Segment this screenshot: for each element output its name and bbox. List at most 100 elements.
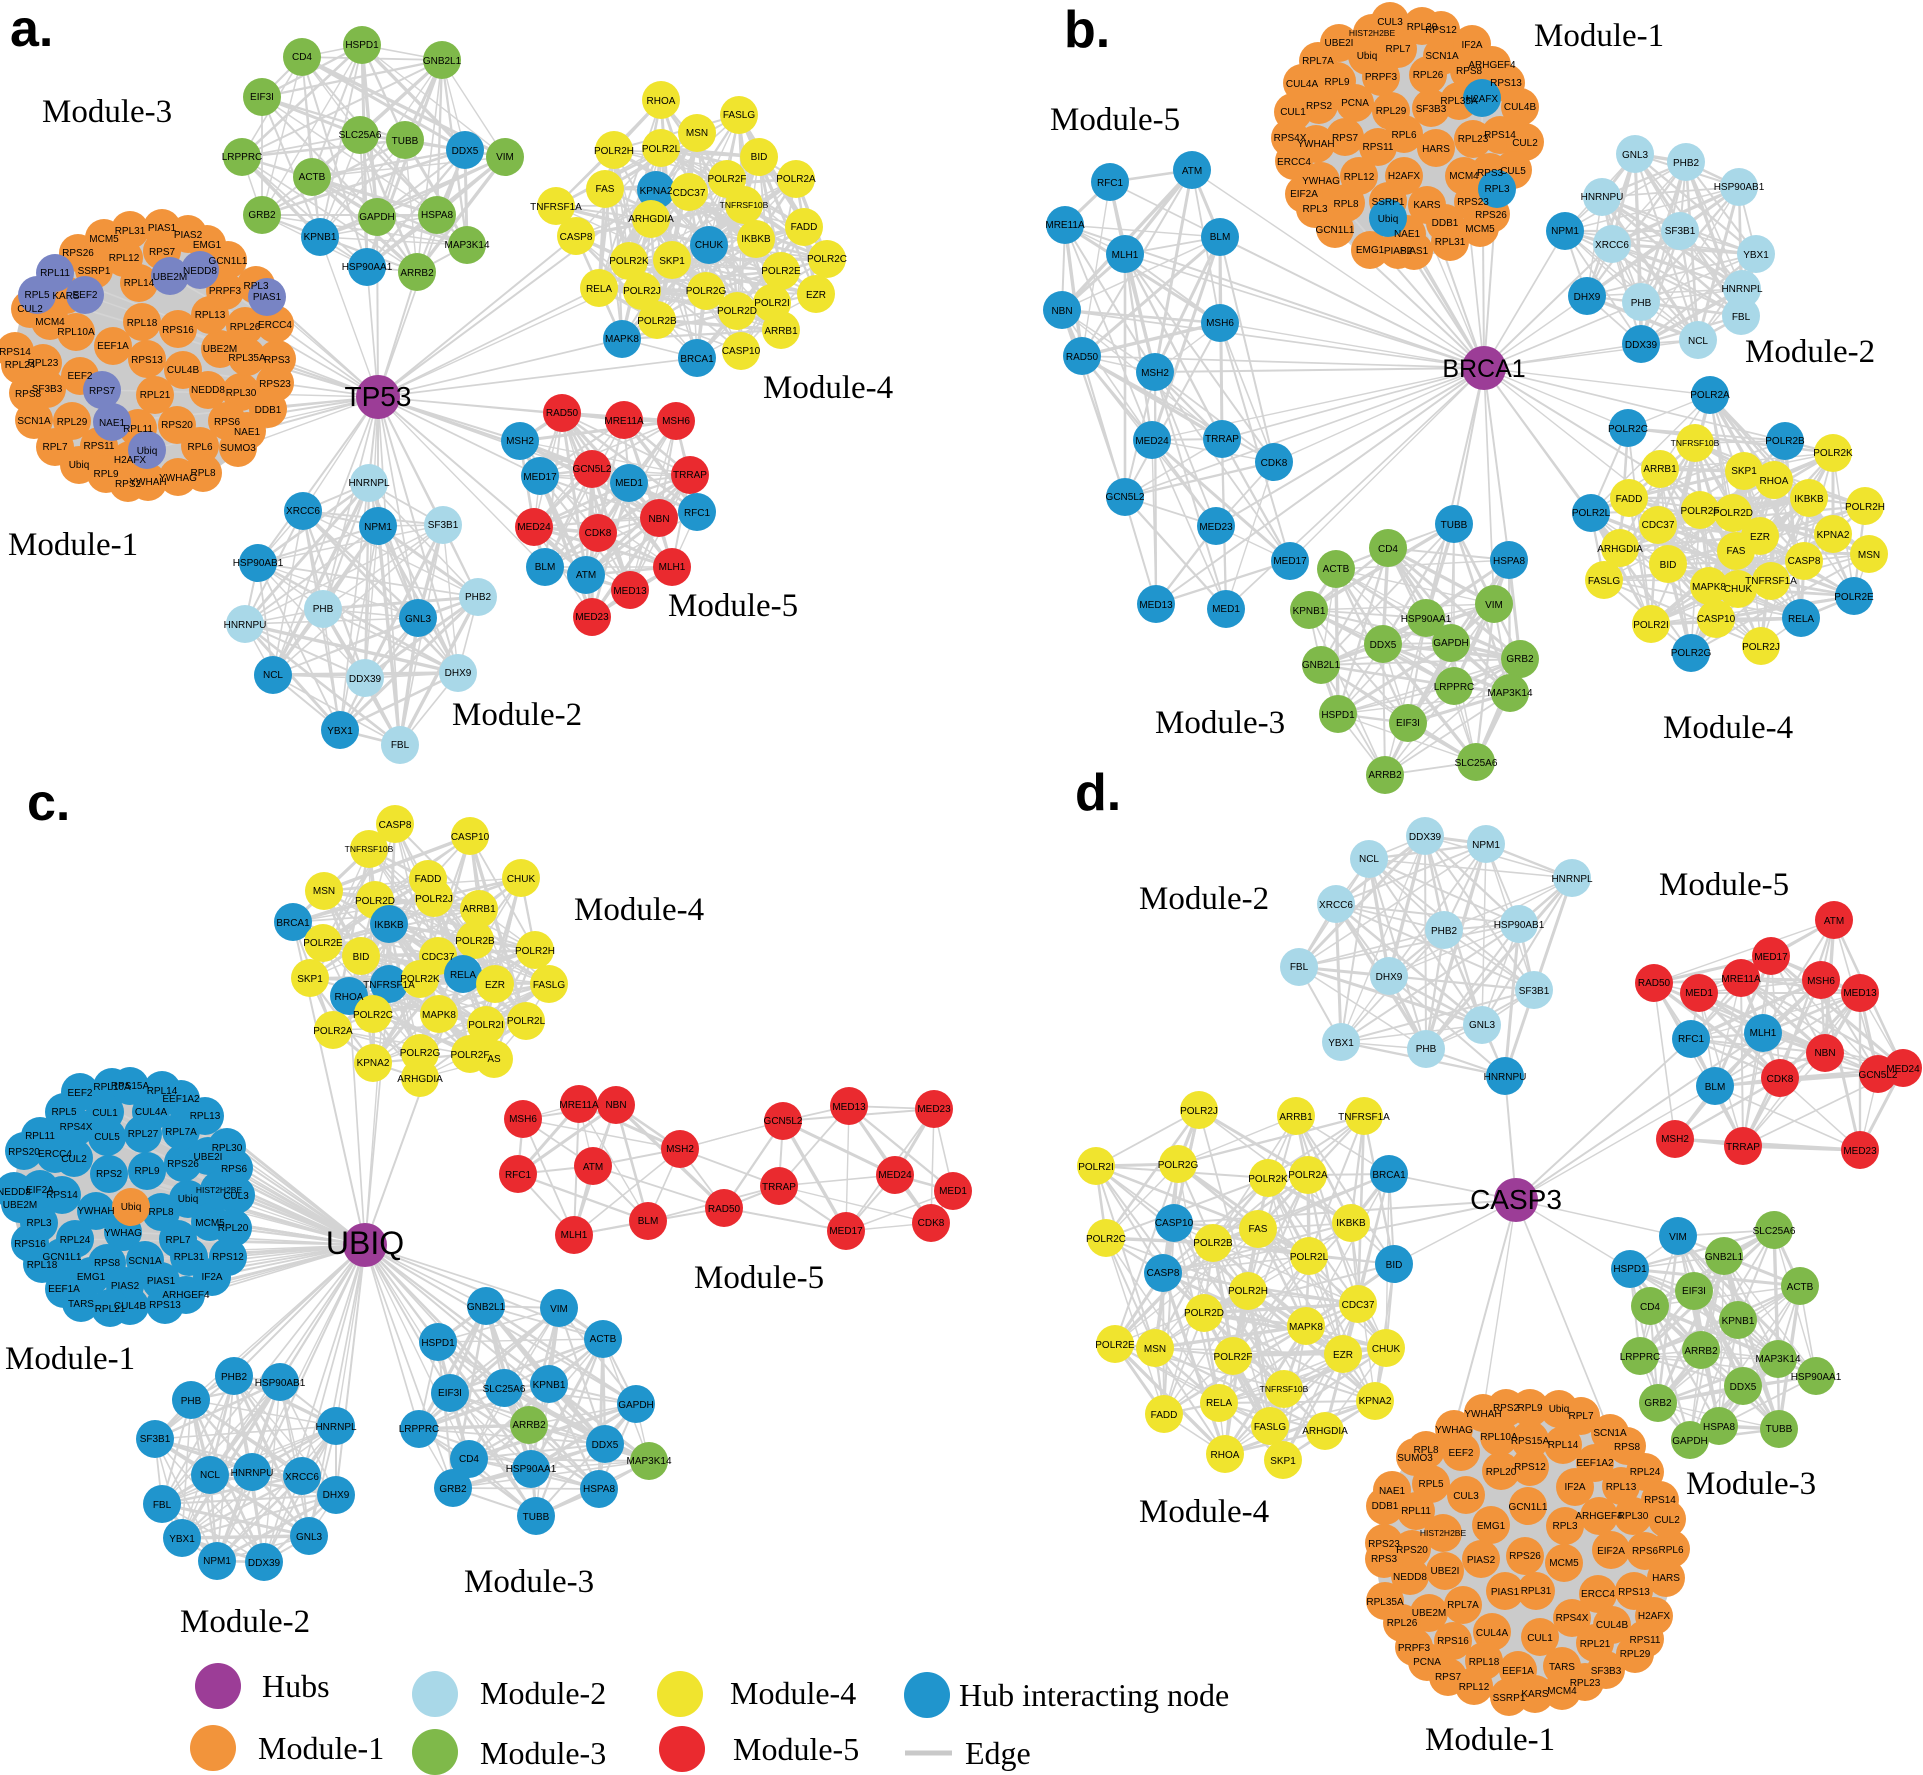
- svg-text:DHX9: DHX9: [1574, 292, 1601, 303]
- svg-text:TRRAP: TRRAP: [762, 1182, 796, 1193]
- svg-text:RPL31: RPL31: [1435, 237, 1466, 248]
- svg-text:a.: a.: [10, 0, 53, 58]
- svg-text:FADD: FADD: [1616, 494, 1643, 505]
- svg-text:POLR2L: POLR2L: [1290, 1252, 1329, 1263]
- svg-text:CUL2: CUL2: [1654, 1515, 1680, 1526]
- svg-text:BLM: BLM: [638, 1216, 659, 1227]
- svg-text:CUL4A: CUL4A: [1476, 1628, 1509, 1639]
- svg-text:SF3B1: SF3B1: [140, 1434, 171, 1445]
- svg-text:POLR2H: POLR2H: [1845, 502, 1885, 513]
- svg-text:CUL4B: CUL4B: [114, 1301, 147, 1312]
- svg-text:YWHAG: YWHAG: [104, 1228, 142, 1239]
- svg-text:RPL12: RPL12: [1459, 1682, 1490, 1693]
- svg-text:HIST2H2BE: HIST2H2BE: [196, 1185, 243, 1195]
- svg-text:Edge: Edge: [965, 1735, 1031, 1771]
- svg-text:RPL14: RPL14: [124, 278, 155, 289]
- svg-text:IKBKB: IKBKB: [741, 234, 771, 245]
- svg-text:NBN: NBN: [605, 1100, 626, 1111]
- svg-text:PIAS2: PIAS2: [1384, 246, 1413, 257]
- svg-text:KARS: KARS: [1521, 1689, 1549, 1700]
- svg-text:SUMO3: SUMO3: [1397, 1453, 1433, 1464]
- svg-text:SCN1A: SCN1A: [128, 1256, 162, 1267]
- svg-text:RPL24: RPL24: [1630, 1467, 1661, 1478]
- svg-text:RPS23: RPS23: [259, 379, 291, 390]
- svg-text:PHB2: PHB2: [1673, 158, 1700, 169]
- svg-text:MED23: MED23: [1843, 1146, 1877, 1157]
- svg-text:PIAS2: PIAS2: [1467, 1555, 1496, 1566]
- svg-text:POLR2C: POLR2C: [1086, 1234, 1126, 1245]
- svg-text:Module-3: Module-3: [1686, 1466, 1816, 1502]
- svg-text:PHB: PHB: [1416, 1044, 1437, 1055]
- svg-text:POLR2A: POLR2A: [313, 1026, 353, 1037]
- svg-text:MSH2: MSH2: [1661, 1134, 1689, 1145]
- svg-text:SF3B3: SF3B3: [1416, 104, 1447, 115]
- svg-text:d.: d.: [1075, 764, 1121, 822]
- svg-text:POLR2E: POLR2E: [1834, 592, 1874, 603]
- svg-text:Module-5: Module-5: [1659, 867, 1789, 903]
- svg-text:RPS16: RPS16: [162, 325, 194, 336]
- svg-text:RELA: RELA: [586, 284, 612, 295]
- svg-text:SF3B1: SF3B1: [1519, 986, 1550, 997]
- svg-text:YWHAG: YWHAG: [1302, 176, 1340, 187]
- svg-text:POLR2G: POLR2G: [1671, 648, 1712, 659]
- svg-text:CD4: CD4: [1378, 544, 1398, 555]
- svg-text:DDX39: DDX39: [248, 1558, 281, 1569]
- svg-text:ARRB1: ARRB1: [1643, 464, 1677, 475]
- svg-text:RPL14: RPL14: [147, 1086, 178, 1097]
- svg-text:CDC37: CDC37: [422, 952, 455, 963]
- svg-text:NPM1: NPM1: [1551, 226, 1579, 237]
- svg-text:FBL: FBL: [153, 1500, 172, 1511]
- svg-text:YWHAH: YWHAH: [129, 477, 166, 488]
- svg-text:MRE11A: MRE11A: [1721, 974, 1761, 985]
- svg-text:ERCC4: ERCC4: [1277, 157, 1311, 168]
- svg-text:NBN: NBN: [1814, 1048, 1835, 1059]
- svg-text:RPL35A: RPL35A: [1366, 1597, 1404, 1608]
- svg-text:RPL10A: RPL10A: [93, 1082, 131, 1093]
- svg-text:POLR2G: POLR2G: [400, 1048, 441, 1059]
- svg-text:NCL: NCL: [1359, 854, 1379, 865]
- svg-text:HSPA8: HSPA8: [421, 210, 453, 221]
- svg-text:MSN: MSN: [686, 128, 708, 139]
- svg-text:GCN1L1: GCN1L1: [1316, 225, 1355, 236]
- svg-text:RPL29: RPL29: [1620, 1649, 1651, 1660]
- svg-text:TARS: TARS: [68, 1299, 94, 1310]
- svg-text:CASP8: CASP8: [560, 232, 593, 243]
- svg-text:ERCC4: ERCC4: [1581, 1589, 1615, 1600]
- svg-text:EEF1A: EEF1A: [1502, 1666, 1534, 1677]
- svg-text:RPL11: RPL11: [40, 268, 70, 279]
- svg-text:POLR2J: POLR2J: [415, 894, 453, 905]
- svg-text:RPS3: RPS3: [1477, 168, 1504, 179]
- svg-text:POLR2H: POLR2H: [515, 946, 555, 957]
- svg-text:Module-2: Module-2: [452, 697, 582, 733]
- svg-text:NEDD8: NEDD8: [183, 266, 217, 277]
- svg-text:IF2A: IF2A: [201, 1272, 222, 1283]
- svg-text:RPL35A: RPL35A: [228, 353, 266, 364]
- svg-text:HIST2H2BE: HIST2H2BE: [1349, 28, 1396, 38]
- svg-text:POLR2A: POLR2A: [776, 174, 816, 185]
- svg-text:RPL9: RPL9: [134, 1166, 159, 1177]
- svg-text:CD4: CD4: [1640, 1302, 1660, 1313]
- svg-text:GCN1L1: GCN1L1: [1509, 1502, 1548, 1513]
- svg-text:RPS2: RPS2: [1306, 101, 1333, 112]
- svg-text:POLR2I: POLR2I: [1078, 1162, 1114, 1173]
- svg-text:Module-1: Module-1: [1534, 18, 1664, 54]
- svg-text:RFC1: RFC1: [1678, 1034, 1705, 1045]
- svg-text:RPL3: RPL3: [1552, 1521, 1577, 1532]
- svg-text:RPS23: RPS23: [1457, 197, 1489, 208]
- svg-text:RPL30: RPL30: [1618, 1511, 1649, 1522]
- svg-text:TNFRSF10B: TNFRSF10B: [1260, 1384, 1309, 1394]
- svg-text:POLR2E: POLR2E: [303, 938, 343, 949]
- svg-text:LRPPRC: LRPPRC: [1620, 1352, 1661, 1363]
- svg-text:LRPPRC: LRPPRC: [1434, 682, 1475, 693]
- svg-text:RPS6: RPS6: [221, 1164, 248, 1175]
- svg-text:POLR2D: POLR2D: [355, 896, 395, 907]
- svg-text:CUL3: CUL3: [223, 1191, 249, 1202]
- svg-text:EIF2A: EIF2A: [1290, 189, 1318, 200]
- svg-text:ARRB2: ARRB2: [1368, 770, 1402, 781]
- svg-text:MED1: MED1: [615, 478, 643, 489]
- svg-text:RPS16: RPS16: [14, 1239, 46, 1250]
- svg-text:POLR2G: POLR2G: [686, 286, 727, 297]
- svg-text:SLC25A6: SLC25A6: [339, 130, 382, 141]
- svg-text:H2AFX: H2AFX: [1466, 94, 1499, 105]
- svg-text:RPL26: RPL26: [1413, 70, 1444, 81]
